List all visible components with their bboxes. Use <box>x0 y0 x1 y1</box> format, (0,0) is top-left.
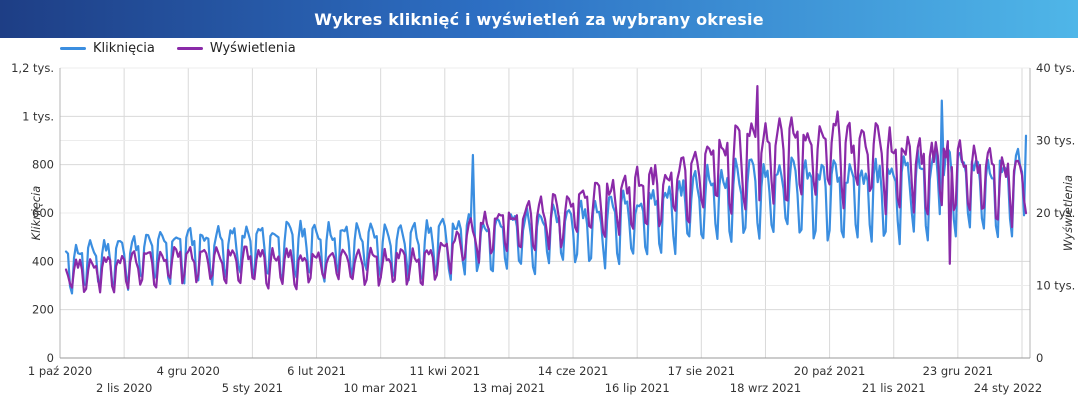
y-tick-label-left: 600 <box>32 206 54 220</box>
y-tick-label-left: 400 <box>32 254 54 268</box>
y-tick-label-left: 200 <box>32 303 54 317</box>
y-tick-label-left: 1 tys. <box>22 109 54 123</box>
legend-item-views[interactable]: Wyświetlenia <box>176 40 296 56</box>
chart-title: Wykres kliknięć i wyświetleń za wybrany … <box>314 9 764 29</box>
x-tick-label: 13 maj 2021 <box>473 381 546 395</box>
x-tick-label: 1 paź 2020 <box>28 364 92 378</box>
x-tick-label: 23 gru 2021 <box>923 364 994 378</box>
y-tick-label-right: 20 tys. <box>1036 206 1075 220</box>
y-tick-label-left: 800 <box>32 158 54 172</box>
x-tick-label: 21 lis 2021 <box>862 381 926 395</box>
x-tick-label: 18 wrz 2021 <box>730 381 801 395</box>
y-tick-label-left: 0 <box>47 351 54 365</box>
x-tick-label: 17 sie 2021 <box>668 364 735 378</box>
x-tick-label: 20 paź 2021 <box>794 364 866 378</box>
y-axis-title-right: Wyświetlenia <box>1061 175 1075 251</box>
x-tick-label: 6 lut 2021 <box>287 364 346 378</box>
series-line-views <box>64 85 1028 294</box>
x-tick-label: 2 lis 2020 <box>96 381 152 395</box>
x-tick-label: 16 lip 2021 <box>605 381 670 395</box>
x-tick-label: 4 gru 2020 <box>157 364 220 378</box>
legend: Kliknięcia Wyświetlenia <box>60 38 296 58</box>
title-bar: Wykres kliknięć i wyświetleń za wybrany … <box>0 0 1078 38</box>
legend-label-clicks: Kliknięcia <box>93 40 155 56</box>
x-tick-label: 14 cze 2021 <box>538 364 609 378</box>
x-tick-label: 5 sty 2021 <box>222 381 283 395</box>
y-tick-label-right: 0 <box>1036 351 1043 365</box>
y-tick-label-left: 1,2 tys. <box>11 61 54 75</box>
legend-label-views: Wyświetlenia <box>209 40 296 56</box>
x-tick-label: 24 sty 2022 <box>974 381 1043 395</box>
y-tick-label-right: 40 tys. <box>1036 61 1075 75</box>
legend-swatch-views <box>176 46 203 50</box>
x-tick-label: 11 kwi 2021 <box>410 364 480 378</box>
y-tick-label-right: 10 tys. <box>1036 279 1075 293</box>
x-tick-label: 10 mar 2021 <box>344 381 418 395</box>
y-tick-label-right: 30 tys. <box>1036 134 1075 148</box>
y-axis-title-left: Kliknięcia <box>29 186 43 241</box>
series-line-clicks <box>64 99 1028 295</box>
legend-swatch-clicks <box>60 46 86 50</box>
legend-item-clicks[interactable]: Kliknięcia <box>60 41 155 56</box>
